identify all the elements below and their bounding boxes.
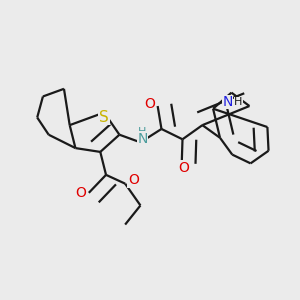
Text: H: H [138,127,146,136]
Text: S: S [99,110,109,124]
Text: O: O [128,173,139,187]
Text: O: O [144,97,155,111]
Text: N: N [222,95,233,109]
Text: H: H [234,97,242,107]
Text: O: O [75,186,86,200]
Text: O: O [178,161,189,175]
Text: N: N [137,131,148,146]
